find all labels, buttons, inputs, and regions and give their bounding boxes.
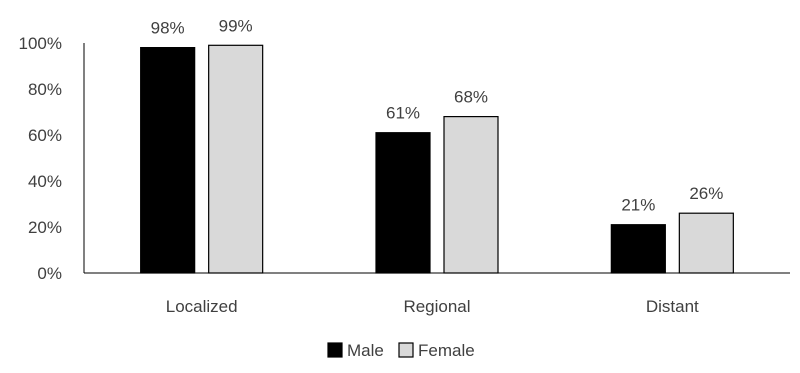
data-labels-group: 98% 99% 61% 68% 21% 26% bbox=[151, 16, 724, 214]
x-tick-label: Localized bbox=[166, 297, 238, 316]
legend-swatch bbox=[398, 342, 414, 358]
y-tick-label: 20% bbox=[28, 218, 62, 237]
data-label: 99% bbox=[219, 16, 253, 35]
x-axis-labels: Localized Regional Distant bbox=[166, 297, 699, 316]
legend: Male Female bbox=[327, 341, 475, 360]
bar-female-distant bbox=[678, 212, 734, 274]
bar-male-localized bbox=[140, 46, 196, 274]
data-label: 68% bbox=[454, 88, 488, 107]
y-tick-label: 100% bbox=[19, 34, 62, 53]
y-tick-label: 60% bbox=[28, 126, 62, 145]
bars-group bbox=[140, 44, 734, 274]
bar-female-localized bbox=[208, 44, 264, 274]
legend-label: Male bbox=[347, 341, 384, 360]
legend-label: Female bbox=[418, 341, 475, 360]
data-label: 61% bbox=[386, 104, 420, 123]
y-axis-ticks: 0% 20% 40% 60% 80% 100% bbox=[19, 34, 62, 283]
y-tick-label: 0% bbox=[37, 264, 62, 283]
data-label: 26% bbox=[689, 184, 723, 203]
bar-male-regional bbox=[375, 132, 431, 274]
legend-swatch bbox=[327, 342, 343, 358]
y-tick-label: 80% bbox=[28, 80, 62, 99]
data-label: 98% bbox=[151, 19, 185, 38]
bar-male-distant bbox=[610, 224, 666, 274]
y-tick-label: 40% bbox=[28, 172, 62, 191]
x-tick-label: Regional bbox=[403, 297, 470, 316]
x-tick-label: Distant bbox=[646, 297, 699, 316]
data-label: 21% bbox=[621, 196, 655, 215]
bar-female-regional bbox=[443, 115, 499, 274]
